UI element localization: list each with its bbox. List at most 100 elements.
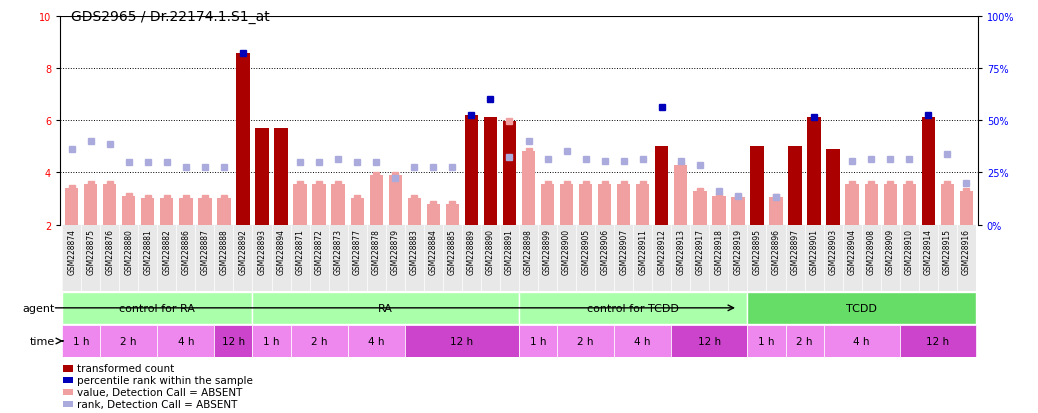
Bar [63,377,74,383]
Bar [62,325,101,357]
Bar [119,225,138,291]
Text: GSM228919: GSM228919 [734,228,742,274]
Text: 1 h: 1 h [264,336,280,346]
Bar [405,225,424,291]
Bar [348,225,366,291]
Text: GSM228900: GSM228900 [563,228,571,274]
Bar [808,118,821,225]
Bar [538,225,557,291]
Bar [291,325,348,357]
Bar [424,225,443,291]
Bar [500,225,519,291]
Text: GSM228916: GSM228916 [962,228,971,274]
Bar [103,185,116,225]
Bar [81,225,101,291]
Text: 4 h: 4 h [634,336,651,346]
Bar [709,225,729,291]
Bar [617,185,630,225]
Bar [557,225,576,291]
Text: GSM228871: GSM228871 [296,228,304,274]
Text: GSM228904: GSM228904 [848,228,856,274]
Bar [880,225,900,291]
Text: 12 h: 12 h [450,336,473,346]
Text: GSM228893: GSM228893 [257,228,267,274]
Bar [747,225,766,291]
Text: GSM228896: GSM228896 [771,228,781,274]
Text: GSM228903: GSM228903 [828,228,838,274]
Text: GSM228898: GSM228898 [524,228,534,274]
Bar [195,225,215,291]
Bar [712,197,726,225]
Text: 12 h: 12 h [926,336,950,346]
Text: control for RA: control for RA [119,303,195,313]
Text: GSM228918: GSM228918 [714,228,723,274]
Bar [846,185,858,225]
Bar [370,176,383,225]
Bar [351,199,364,225]
Bar [747,325,786,357]
Bar [519,225,538,291]
Text: TCDD: TCDD [846,303,877,313]
Text: 12 h: 12 h [698,336,721,346]
Text: GSM228878: GSM228878 [372,228,381,274]
Text: 2 h: 2 h [120,336,137,346]
Bar [443,225,462,291]
Bar [386,225,405,291]
Bar [729,225,747,291]
Text: GSM228873: GSM228873 [333,228,343,274]
Bar [559,185,573,225]
Bar [614,325,672,357]
Text: transformed count: transformed count [77,363,174,373]
Bar [63,401,74,407]
Bar [237,55,249,225]
Bar [652,225,672,291]
Text: GSM228880: GSM228880 [125,228,133,274]
Bar [919,225,937,291]
Bar [614,225,633,291]
Bar [865,185,878,225]
Bar [823,325,900,357]
Text: RA: RA [378,303,393,313]
Bar [465,116,479,225]
Text: GSM228892: GSM228892 [239,228,247,274]
Bar [674,165,687,225]
Text: GSM228894: GSM228894 [276,228,285,274]
Bar [804,225,823,291]
Bar [84,185,98,225]
Bar [427,204,440,225]
Bar [595,225,614,291]
Text: GSM228913: GSM228913 [677,228,685,274]
Text: GSM228901: GSM228901 [810,228,819,274]
Text: control for TCDD: control for TCDD [588,303,679,313]
Text: time: time [30,336,55,346]
Bar [900,325,976,357]
Text: GSM228889: GSM228889 [467,228,475,274]
Text: GSM228907: GSM228907 [620,228,628,274]
Bar [252,225,272,291]
Text: GSM228906: GSM228906 [600,228,609,274]
Text: 1 h: 1 h [529,336,546,346]
Bar [481,225,500,291]
Bar [519,292,747,324]
Bar [922,118,935,225]
Bar [655,147,668,225]
Bar [747,292,976,324]
Bar [234,225,252,291]
Bar [217,199,230,225]
Bar [862,225,880,291]
Text: GSM228882: GSM228882 [162,228,171,274]
Bar [766,225,786,291]
Bar [903,185,916,225]
Bar [294,185,307,225]
Bar [176,225,195,291]
Bar [522,152,536,225]
Text: GSM228897: GSM228897 [791,228,799,274]
Text: GSM228908: GSM228908 [867,228,876,274]
Text: value, Detection Call = ABSENT: value, Detection Call = ABSENT [77,387,243,397]
Text: 4 h: 4 h [853,336,870,346]
Bar [843,225,862,291]
Bar [138,225,158,291]
Bar [215,325,252,357]
Text: 4 h: 4 h [368,336,384,346]
Text: GSM228875: GSM228875 [86,228,95,274]
